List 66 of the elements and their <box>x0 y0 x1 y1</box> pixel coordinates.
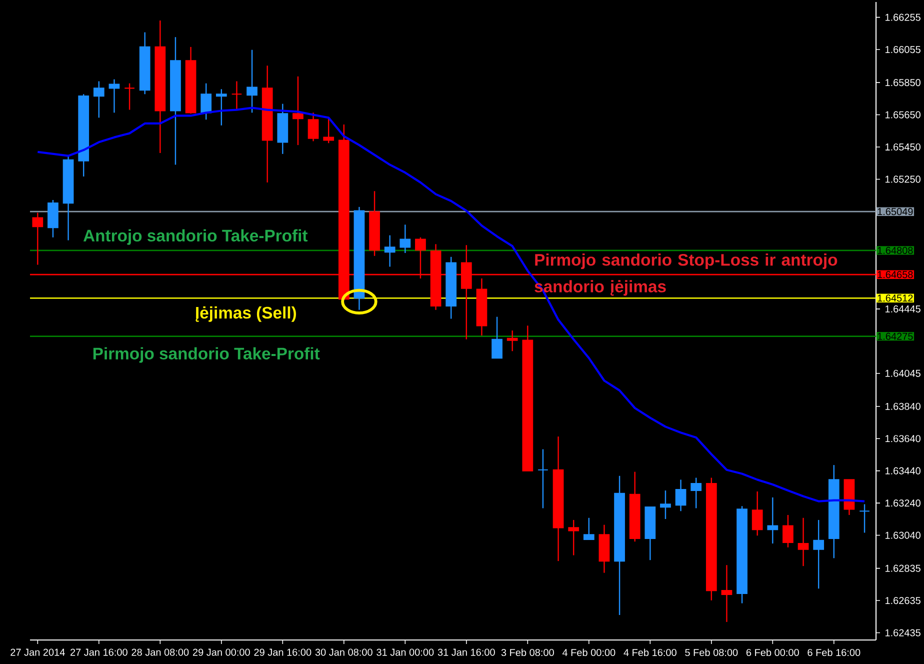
candlestick <box>506 330 518 352</box>
candlestick <box>93 80 104 118</box>
x-tick-label: 29 Jan 16:00 <box>254 648 312 656</box>
candlestick <box>246 49 258 114</box>
y-tick-label: 1.65450 <box>885 143 920 151</box>
candlestick <box>400 224 411 254</box>
y-tick-label: 1.63440 <box>885 467 920 474</box>
ref-line-label: 1.64275 <box>878 332 913 340</box>
y-tick-label: 1.62435 <box>885 629 920 636</box>
y-tick-label: 1.65250 <box>885 176 920 183</box>
candlestick <box>308 112 319 142</box>
annotation: Įėjimas (Sell) <box>196 306 296 322</box>
x-tick-label: 6 Feb 16:00 <box>808 648 860 656</box>
candlestick <box>538 448 548 509</box>
ref-line-label: 1.65049 <box>878 208 913 216</box>
y-tick-label: 1.63040 <box>885 532 920 539</box>
candlestick <box>108 78 120 114</box>
y-tick-label: 1.63640 <box>885 435 920 442</box>
x-tick-label: 6 Feb 00:00 <box>746 648 799 656</box>
y-tick-label: 1.64045 <box>885 370 920 377</box>
x-tick-label: 3 Feb 08:00 <box>501 648 554 656</box>
candlestick <box>675 479 686 512</box>
candlestick <box>231 80 242 110</box>
x-tick-label: 30 Jan 08:00 <box>315 648 372 656</box>
x-tick-label: 27 Jan 2014 <box>10 648 65 656</box>
candlestick <box>660 490 671 520</box>
y-tick-label: 1.62635 <box>885 596 920 604</box>
candlestick <box>32 212 44 266</box>
ref-line-label: 1.64512 <box>878 294 913 302</box>
x-tick-label: 5 Feb 08:00 <box>685 648 738 656</box>
candlestick <box>859 504 870 534</box>
candlestick <box>200 82 212 120</box>
annotation: Antrojo sandorio Take-Profit <box>83 229 308 245</box>
ref-line-label: 1.64808 <box>878 246 913 254</box>
y-tick-label: 1.63840 <box>885 402 920 410</box>
y-tick-label: 1.65850 <box>885 79 920 86</box>
ref-line-label: 1.64658 <box>878 271 913 278</box>
candlestick <box>292 76 304 146</box>
x-tick-label: 28 Jan 08:00 <box>132 648 189 656</box>
candlestick <box>216 88 227 126</box>
x-tick-label: 4 Feb 16:00 <box>624 648 676 656</box>
x-tick-label: 4 Feb 00:00 <box>562 648 616 656</box>
x-tick-label: 31 Jan 16:00 <box>438 648 495 656</box>
candlestick <box>690 477 702 509</box>
y-tick-label: 1.64445 <box>885 305 920 312</box>
x-tick-label: 27 Jan 16:00 <box>70 648 128 656</box>
annotation: Pirmojo sandorio Take-Profit <box>93 347 320 363</box>
candlestick <box>384 234 396 268</box>
candlestick <box>782 514 794 548</box>
y-tick-label: 1.66055 <box>885 46 920 54</box>
candlestick <box>813 519 824 590</box>
candlestick <box>767 496 778 544</box>
candlestick <box>752 490 763 536</box>
y-tick-label: 1.65650 <box>885 111 920 118</box>
x-tick-label: 31 Jan 00:00 <box>376 648 434 656</box>
candlestick <box>583 517 594 540</box>
candlestick <box>323 118 334 144</box>
candlestick <box>721 564 732 623</box>
y-tick-label: 1.66255 <box>885 14 920 21</box>
candlestick <box>798 517 809 567</box>
x-tick-label: 29 Jan 00:00 <box>192 648 250 656</box>
candlestick <box>568 519 580 556</box>
y-tick-label: 1.63240 <box>885 500 920 507</box>
candlestick <box>492 316 502 359</box>
candlestick <box>124 82 135 110</box>
y-tick-label: 1.62835 <box>885 564 920 572</box>
